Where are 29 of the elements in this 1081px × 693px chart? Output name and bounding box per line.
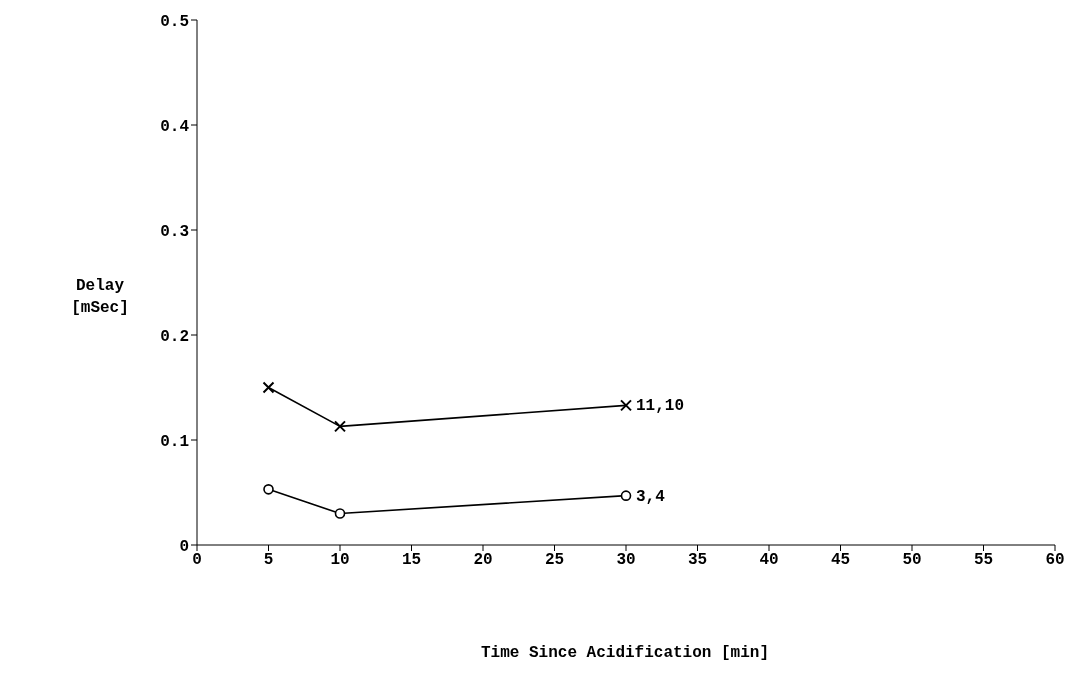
point [620,399,632,412]
x-tick-label: 55 [973,551,994,570]
y-tick-label: 0.2 [160,327,189,346]
series-label: 11,10 [636,397,685,416]
x-tick-label: 20 [473,551,493,570]
x-tick-label: 25 [544,551,565,570]
x-tick-label: 0 [192,551,202,570]
series-label: 3,4 [636,487,666,506]
x-tick-label: 10 [330,551,350,570]
x-axis-title: Time Since Acidification [min] [480,644,770,662]
x-tick-label: 35 [687,551,708,570]
point [620,490,632,501]
point [334,508,346,519]
x-tick-label: 5 [263,551,274,570]
x-tick-label: 50 [902,551,922,570]
y-tick-label: 0 [179,537,189,556]
point [334,420,346,433]
x-tick-label: 30 [616,551,636,570]
y-tick-label: 0.1 [160,432,189,451]
x-tick-label: 45 [830,551,851,570]
point [262,381,275,394]
point [263,484,274,495]
y-axis-title: Delay [mSec] [71,277,129,317]
y-tick-label: 0.4 [160,117,190,136]
x-tick-label: 60 [1045,551,1065,570]
x-tick-label: 40 [759,551,779,570]
y-tick-label: 0.3 [160,222,189,241]
y-tick-label: 0.5 [160,12,189,31]
x-tick-label: 15 [401,551,422,570]
